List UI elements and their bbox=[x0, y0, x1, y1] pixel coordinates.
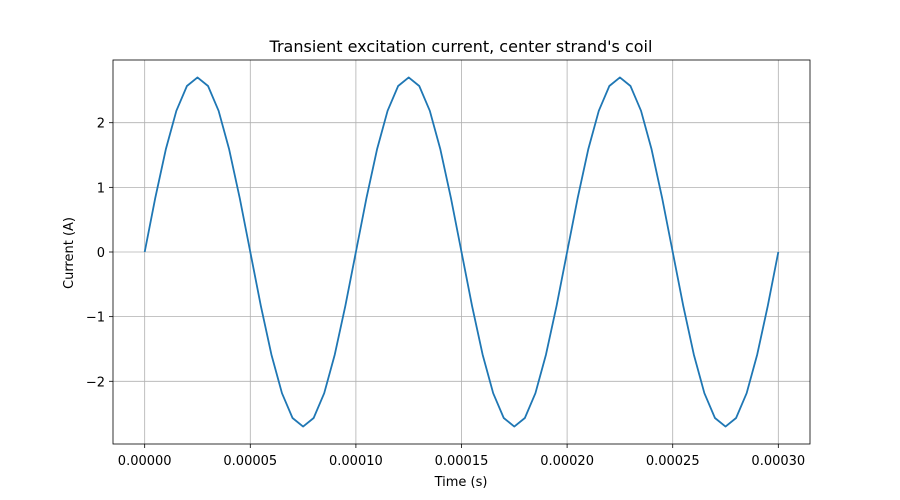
y-tick-label: 2 bbox=[97, 117, 105, 132]
chart-title: Transient excitation current, center str… bbox=[269, 37, 653, 56]
x-tick-label: 0.00015 bbox=[435, 454, 489, 469]
y-axis-label: Current (A) bbox=[62, 217, 77, 289]
y-tick-label: −2 bbox=[86, 375, 105, 390]
x-tick-label: 0.00030 bbox=[751, 454, 805, 469]
plot-frame bbox=[112, 59, 811, 445]
x-tick-label: 0.00010 bbox=[329, 454, 383, 469]
x-tick-label: 0.00025 bbox=[646, 454, 700, 469]
x-tick-label: 0.00000 bbox=[118, 454, 172, 469]
y-tick-label: 1 bbox=[97, 181, 105, 196]
x-axis-label: Time (s) bbox=[434, 475, 488, 490]
x-tick-label: 0.00005 bbox=[223, 454, 277, 469]
line-series bbox=[143, 76, 780, 428]
x-tick-label: 0.00020 bbox=[540, 454, 594, 469]
y-tick-label: −1 bbox=[86, 311, 105, 326]
y-tick-label: 0 bbox=[97, 246, 105, 261]
